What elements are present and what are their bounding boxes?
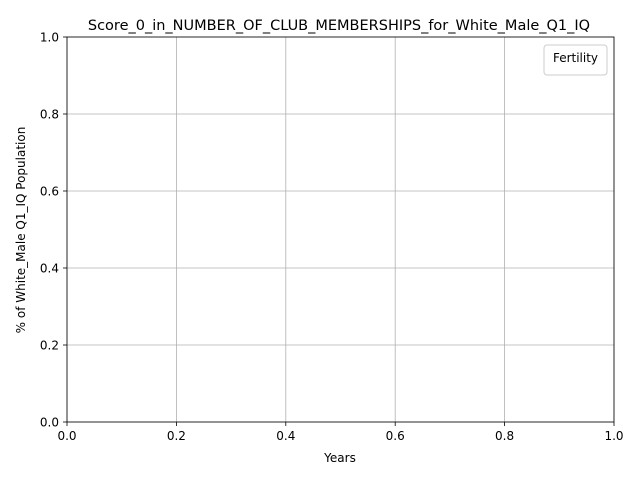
y-tick-label: 0.0: [40, 416, 59, 430]
x-axis-label: Years: [323, 451, 356, 465]
x-tick-label: 0.8: [495, 429, 514, 443]
y-tick-label: 0.4: [40, 262, 59, 276]
axes: [66, 36, 615, 423]
x-ticks: 0.0 0.2 0.4 0.6 0.8 1.0: [57, 422, 624, 443]
plot-area-frame: [66, 36, 615, 423]
x-tick-label: 0.4: [276, 429, 295, 443]
y-tick-label: 0.2: [40, 339, 59, 353]
x-tick-label: 0.6: [386, 429, 405, 443]
y-axis-label: % of White_Male Q1_IQ Population: [14, 127, 28, 334]
chart-title: Score_0_in_NUMBER_OF_CLUB_MEMBERSHIPS_fo…: [88, 18, 590, 34]
y-ticks: 0.0 0.2 0.4 0.6 0.8 1.0: [40, 31, 67, 430]
x-tick-label: 0.0: [57, 429, 76, 443]
legend: Fertility: [543, 44, 608, 76]
legend-title: Fertility: [553, 51, 598, 65]
y-tick-label: 0.6: [40, 185, 59, 199]
grid: [66, 36, 615, 423]
legend-box: [543, 44, 608, 76]
x-tick-label: 0.2: [167, 429, 186, 443]
y-tick-label: 1.0: [40, 31, 59, 45]
x-tick-label: 1.0: [604, 429, 623, 443]
y-tick-label: 0.8: [40, 108, 59, 122]
